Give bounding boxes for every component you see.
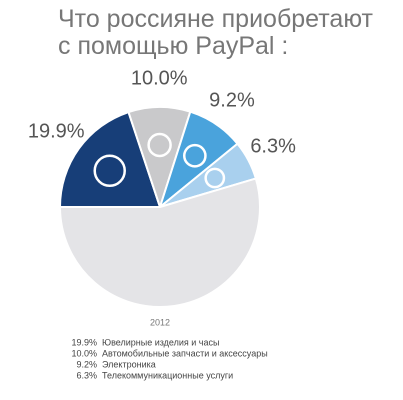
slice-icon [204, 167, 226, 189]
chart-title: Что россияне приобретают с помощью PayPa… [58, 5, 373, 60]
pie-slice [58, 177, 261, 308]
pie-slice [58, 110, 162, 208]
legend-value: 19.9% [71, 337, 97, 347]
data-label: 6.3% [250, 135, 296, 157]
data-label: 19.9% [28, 120, 85, 142]
data-label: 10.0% [131, 67, 188, 89]
legend-label: Телекоммуникационные услуги [102, 370, 233, 380]
legend-label: Электроника [102, 359, 156, 369]
legend-value: 10.0% [71, 348, 97, 358]
legend-value: 6.3% [76, 370, 97, 380]
slice-icon [93, 154, 126, 187]
legend-value: 9.2% [76, 359, 97, 369]
slice-icon [182, 143, 207, 168]
year: 2012 [150, 317, 170, 327]
legend-label: Автомобильные запчасти и аксессуары [102, 348, 268, 358]
slice-icon [147, 132, 172, 158]
data-label: 9.2% [209, 89, 255, 111]
legend-label: Ювелирные изделия и часы [102, 337, 219, 347]
